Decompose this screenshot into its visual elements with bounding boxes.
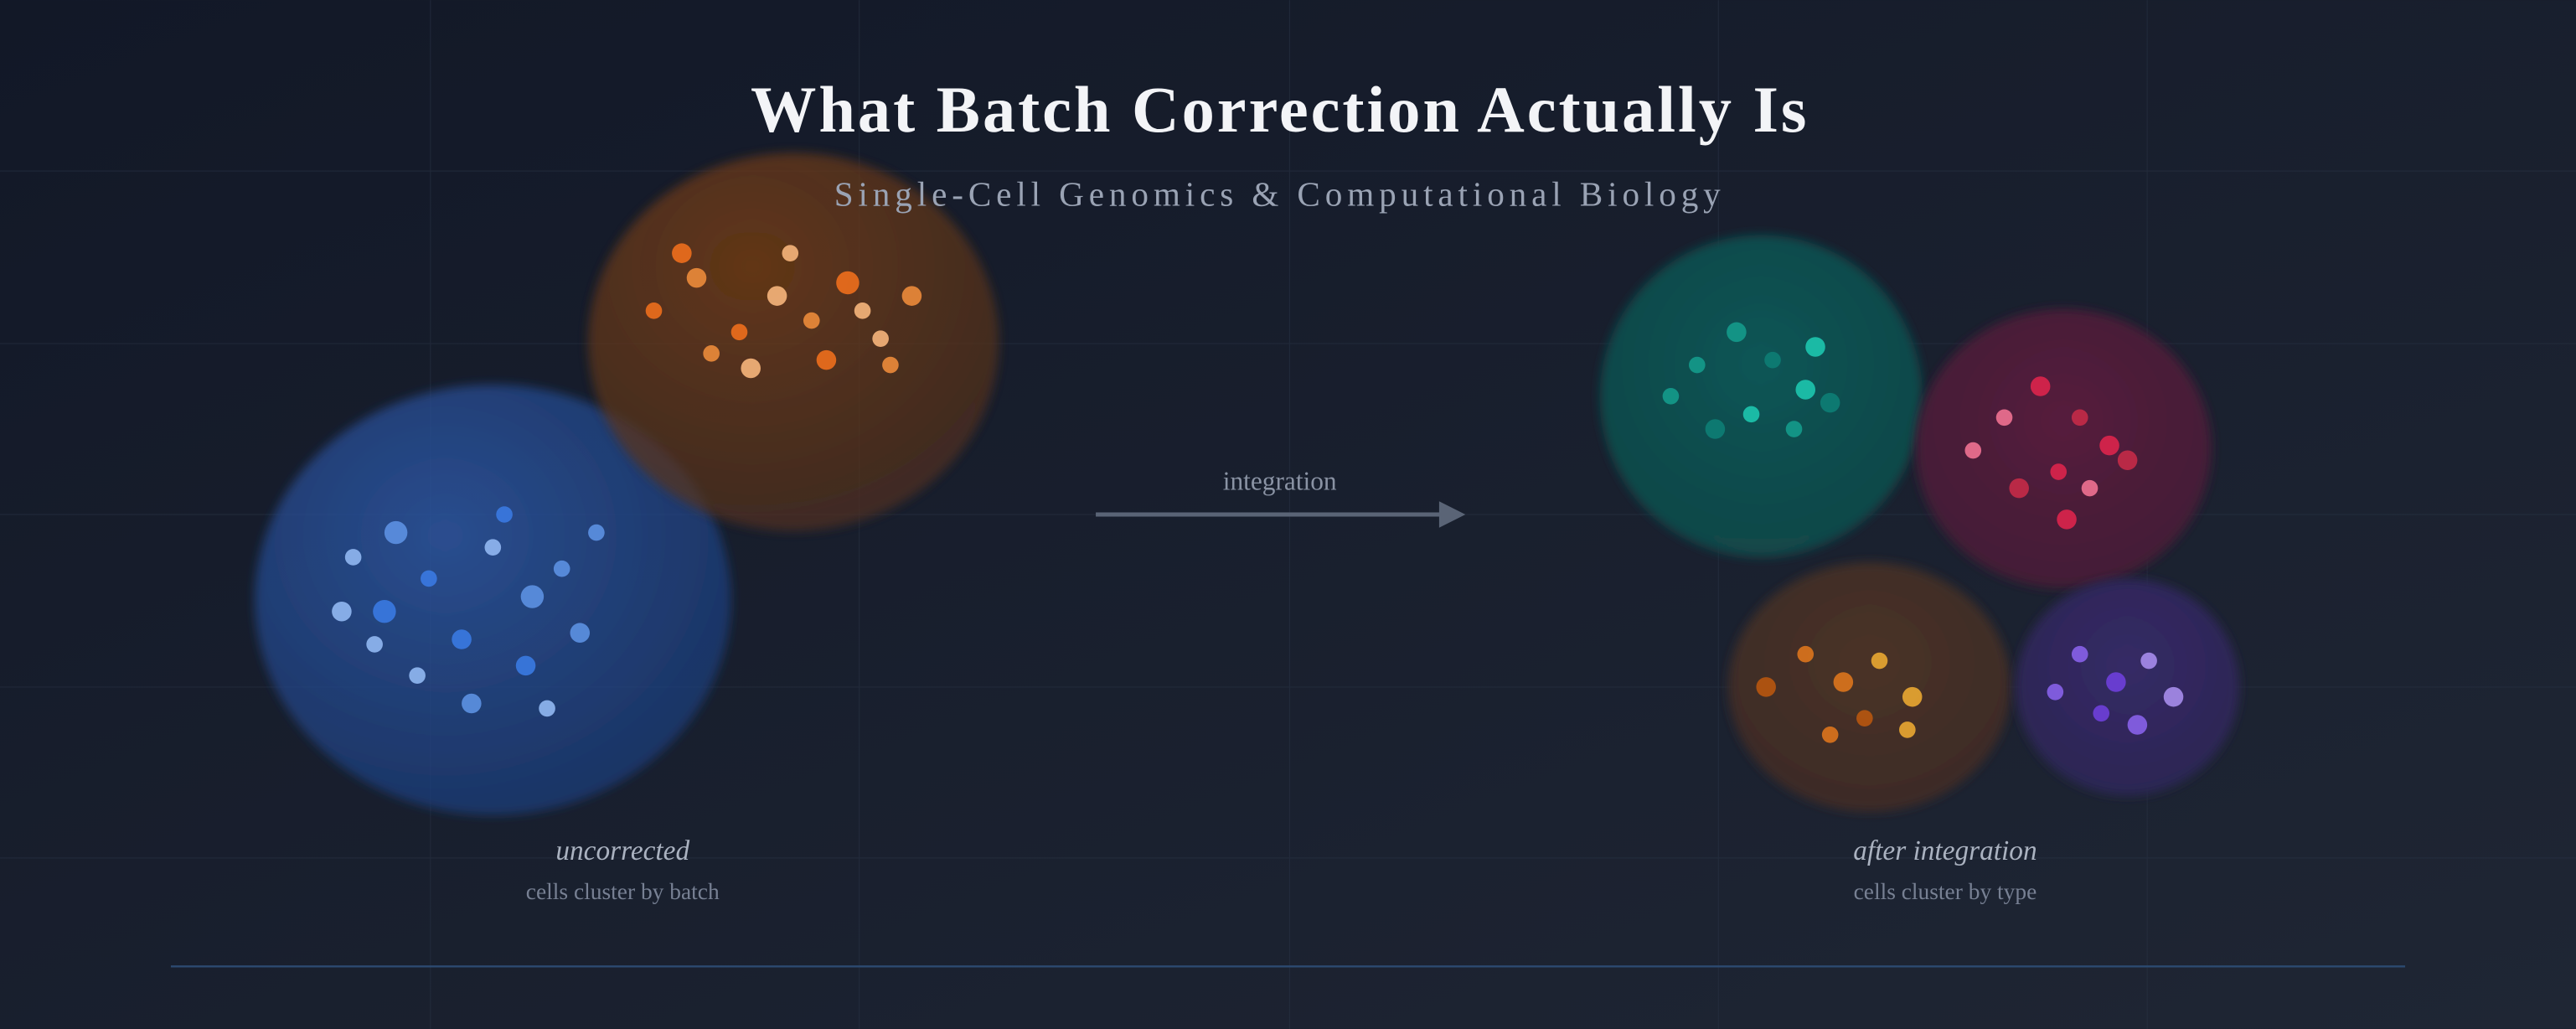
cell	[2127, 715, 2148, 735]
cell	[803, 312, 820, 329]
panel-label: after integration	[1853, 835, 2037, 866]
cell	[1756, 677, 1776, 697]
cell	[836, 271, 860, 295]
cell	[421, 570, 437, 587]
cell	[1995, 409, 2013, 427]
cell	[1820, 392, 1840, 413]
cell	[462, 693, 482, 714]
cell	[816, 349, 837, 370]
cell	[1871, 652, 1888, 670]
title: What Batch Correction Actually Is	[751, 73, 1809, 146]
cell	[570, 623, 591, 643]
cell	[1662, 387, 1680, 405]
panel-label: uncorrected	[555, 835, 689, 866]
cell	[2030, 376, 2051, 396]
arrow-label: integration	[1223, 467, 1337, 496]
cell	[1902, 686, 1923, 707]
cell	[1727, 322, 1747, 343]
cell	[515, 655, 536, 676]
cell	[332, 601, 352, 622]
cell	[2071, 645, 2088, 663]
cell	[1742, 406, 1760, 423]
cell	[1785, 421, 1803, 437]
cell	[730, 323, 748, 341]
type-cluster-brown	[1728, 561, 2011, 812]
cell	[344, 549, 362, 566]
cell	[645, 302, 663, 319]
cell	[366, 636, 383, 653]
cell	[409, 667, 426, 684]
subtitle: Single-Cell Genomics & Computational Bio…	[834, 174, 1726, 213]
cell	[1821, 726, 1839, 743]
panel-caption: cells cluster by type	[1854, 879, 2037, 904]
cell	[2009, 478, 2029, 499]
cell	[2071, 409, 2088, 427]
cell	[452, 629, 472, 649]
arrow-head	[1438, 501, 1466, 528]
cell	[2099, 435, 2119, 456]
batch-cluster-blue	[254, 385, 731, 815]
cell	[2081, 479, 2098, 497]
cell	[588, 524, 605, 541]
cell	[2047, 683, 2064, 701]
cell	[686, 267, 707, 288]
cell	[2163, 686, 2184, 707]
type-cluster-pink	[1915, 308, 2212, 589]
cell	[1689, 356, 1706, 374]
cell	[854, 302, 871, 319]
cell	[1795, 380, 1816, 400]
cell	[1705, 419, 1726, 439]
cell	[520, 585, 545, 608]
cell	[1899, 721, 1916, 738]
cell	[703, 345, 720, 362]
panel-caption: cells cluster by batch	[526, 879, 720, 904]
cell	[882, 356, 899, 374]
batch-cluster-orange	[588, 153, 999, 531]
cell	[2140, 652, 2157, 670]
cell	[1833, 672, 1854, 692]
cell	[1856, 710, 1873, 727]
cell	[2093, 705, 2110, 722]
cell	[782, 245, 799, 261]
cell	[1764, 351, 1781, 369]
cell	[539, 700, 555, 717]
cell	[2050, 463, 2068, 480]
cell	[553, 560, 570, 577]
cell	[2057, 509, 2077, 530]
cell	[901, 286, 922, 306]
cell	[672, 243, 692, 263]
cell	[741, 358, 761, 379]
cell	[872, 330, 889, 347]
cell	[1964, 442, 1982, 459]
cell	[484, 539, 502, 556]
cell	[1805, 337, 1825, 357]
cell	[384, 520, 408, 545]
type-cluster-purple	[2016, 578, 2239, 796]
cell	[373, 599, 396, 623]
cell	[1797, 645, 1815, 663]
type-cluster-teal	[1600, 235, 1923, 557]
cell	[2117, 450, 2138, 471]
cell	[496, 506, 513, 523]
cell	[767, 286, 787, 306]
cell	[2106, 672, 2126, 692]
cells	[332, 243, 2184, 743]
